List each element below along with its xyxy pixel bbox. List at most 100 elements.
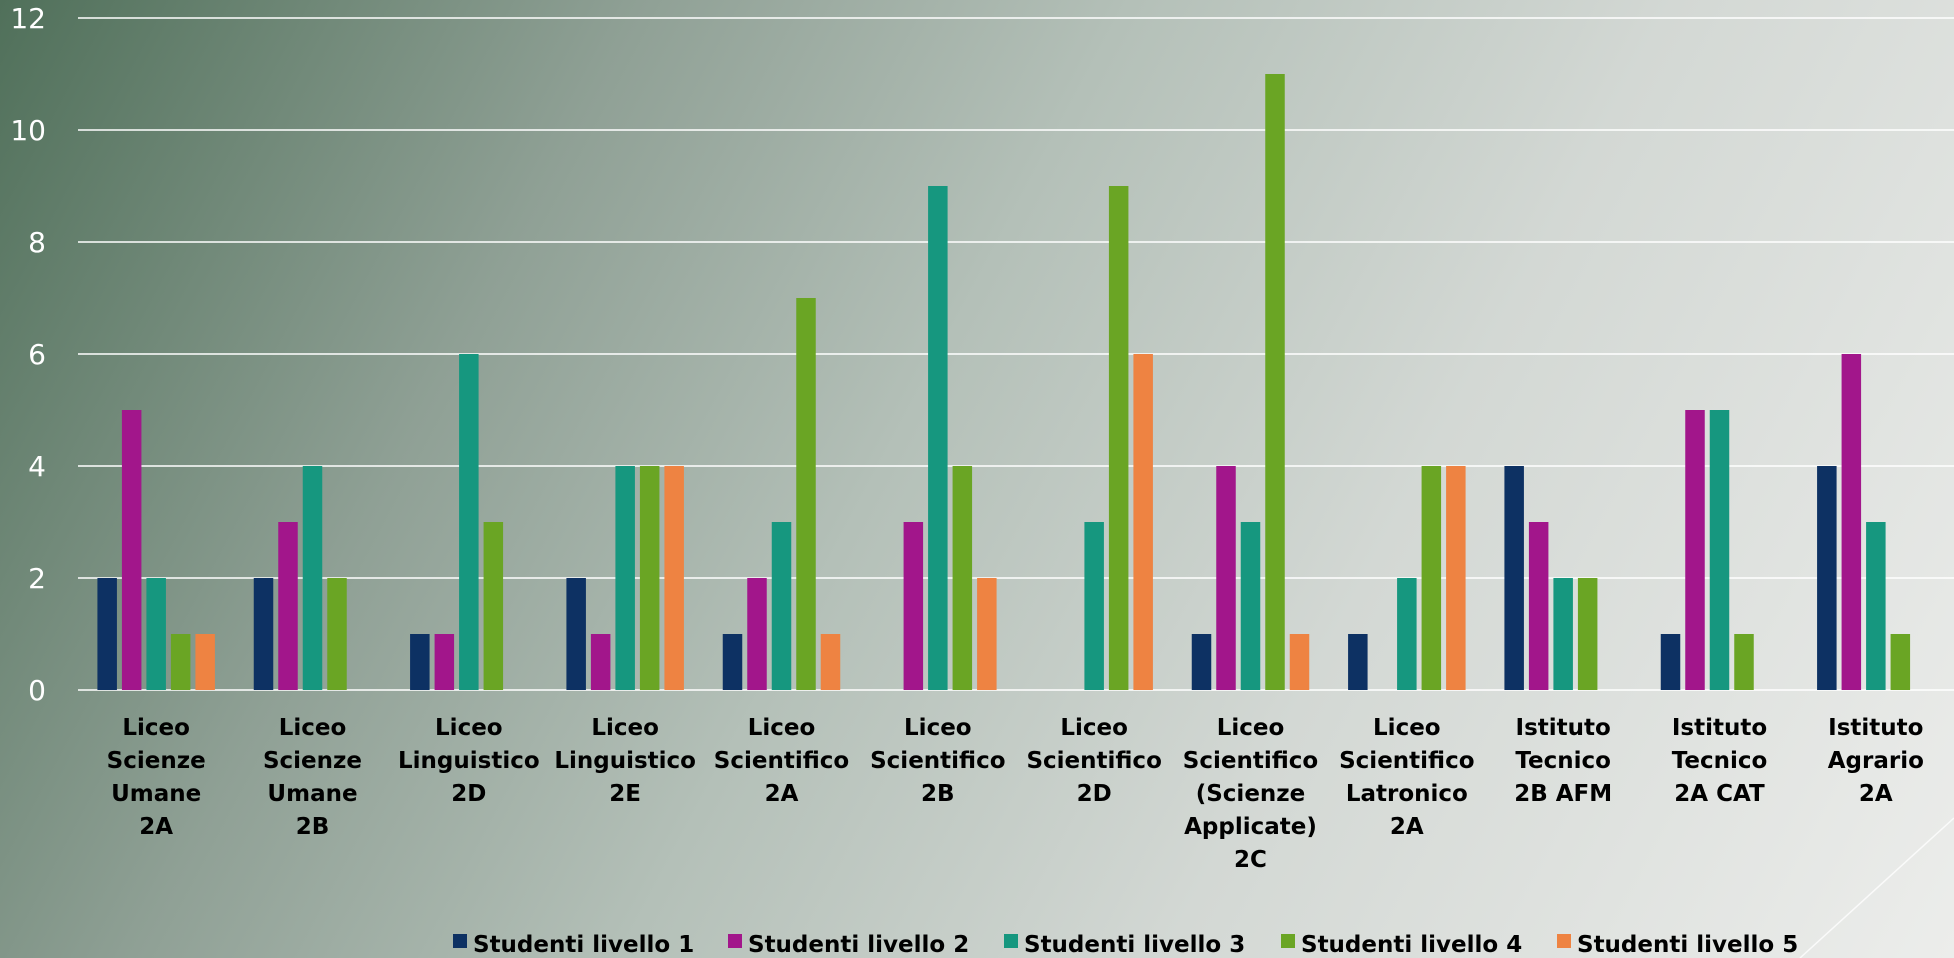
x-tick-label-line: Scienze [263, 748, 362, 774]
legend-item: Studenti livello 3 [1004, 932, 1245, 958]
y-tick-label: 0 [28, 674, 46, 707]
x-tick-label-line: Umane [111, 781, 201, 807]
x-tick-label-line: Tecnico [1515, 748, 1611, 774]
x-tick-label-line: Liceo [1217, 715, 1285, 741]
x-tick-label: Liceo Scientifico 2B [870, 715, 1005, 807]
bar [1866, 522, 1886, 690]
bar [1577, 578, 1598, 690]
bar [1841, 354, 1862, 690]
legend-swatch [1004, 934, 1018, 948]
legend-item: Studenti livello 2 [728, 932, 969, 958]
bar [1685, 410, 1705, 690]
bar [1553, 578, 1573, 690]
x-tick-label-line: Umane [267, 781, 357, 807]
legend-label: Studenti livello 2 [748, 932, 969, 958]
x-tick-label-line: Istituto [1672, 715, 1767, 741]
bar [1528, 522, 1549, 690]
bar [1421, 466, 1442, 690]
bar [1348, 634, 1368, 690]
x-tick-label-line: Liceo [1373, 715, 1441, 741]
bar [1216, 466, 1236, 690]
x-tick-label-line: (Scienze [1196, 781, 1306, 807]
bar [639, 466, 660, 690]
x-tick-label-line: Liceo [904, 715, 972, 741]
y-tick-label: 10 [10, 114, 46, 147]
decorative-corner-line [1799, 817, 1954, 958]
x-tick-label-line: 2A [1859, 781, 1893, 807]
bar [170, 634, 191, 690]
x-tick-label-line: 2D [451, 781, 486, 807]
bar [903, 522, 924, 690]
x-tick-label-line: 2A CAT [1674, 781, 1765, 807]
x-tick-label: Liceo Scientifico Latronico 2A [1339, 715, 1474, 840]
bar [1265, 74, 1285, 690]
bar [771, 522, 792, 690]
x-tick-label-line: Scientifico [870, 748, 1005, 774]
x-tick-label-line: Liceo [591, 715, 659, 741]
bar [566, 578, 586, 690]
x-tick-label-line: 2A [765, 781, 799, 807]
bar [302, 466, 323, 690]
x-tick-label-line: Scientifico [1339, 748, 1474, 774]
bars [97, 74, 1911, 690]
bar [747, 578, 767, 690]
legend-label: Studenti livello 3 [1024, 932, 1245, 958]
legend-label: Studenti livello 4 [1301, 932, 1522, 958]
legend-swatch [1557, 934, 1571, 948]
x-tick-label-line: Scientifico [714, 748, 849, 774]
x-tick-label: Liceo Scientifico (Scienze Applicate) 2C [1183, 715, 1318, 873]
bar [146, 578, 166, 690]
y-tick-label: 12 [10, 2, 46, 35]
bar [1817, 466, 1837, 690]
bar [410, 634, 430, 690]
bar [615, 466, 635, 690]
x-tick-label-line: Applicate) [1184, 814, 1317, 840]
bar [1240, 522, 1261, 690]
x-tick-label-line: 2B [921, 781, 955, 807]
x-tick-label: Liceo Scienze Umane 2B [263, 715, 362, 840]
y-tick-label: 6 [28, 338, 46, 371]
bar [1191, 634, 1212, 690]
bar [121, 410, 142, 690]
bar [97, 578, 117, 690]
x-tick-label-line: Liceo [435, 715, 503, 741]
x-tick-label-line: 2A [139, 814, 173, 840]
legend-label: Studenti livello 5 [1577, 932, 1798, 958]
bar [1289, 634, 1310, 690]
x-tick-label: Istituto Agrario 2A [1828, 715, 1924, 807]
bar [1709, 410, 1730, 690]
bar [1446, 466, 1466, 690]
legend-item: Studenti livello 1 [453, 932, 694, 958]
bar [664, 466, 684, 690]
x-tick-label: Liceo Scientifico 2A [714, 715, 849, 807]
x-tick-label-line: Scientifico [1183, 748, 1318, 774]
x-tick-label-line: 2B AFM [1514, 781, 1612, 807]
y-axis-ticks: 0 2 4 6 8 10 12 [10, 2, 46, 707]
x-tick-label-line: 2C [1234, 847, 1267, 873]
gridlines [78, 17, 1954, 691]
x-tick-label-line: Liceo [279, 715, 347, 741]
x-tick-label-line: Scientifico [1026, 748, 1161, 774]
x-tick-label-line: Agrario [1828, 748, 1924, 774]
x-tick-label: Liceo Scienze Umane 2A [107, 715, 206, 840]
bar [1660, 634, 1681, 690]
y-tick-label: 2 [28, 562, 46, 595]
bar [459, 354, 479, 690]
bar [1890, 634, 1911, 690]
x-tick-label: Liceo Linguistico 2E [554, 715, 696, 807]
legend-swatch [1281, 934, 1295, 948]
x-tick-label-line: Linguistico [398, 748, 540, 774]
bar [1734, 634, 1754, 690]
legend-swatch [728, 934, 742, 948]
bar [977, 578, 997, 690]
x-tick-label-line: Linguistico [554, 748, 696, 774]
x-tick-label-line: Liceo [748, 715, 816, 741]
bar [952, 466, 973, 690]
x-tick-label-line: 2B [296, 814, 330, 840]
bar [278, 522, 298, 690]
legend-label: Studenti livello 1 [473, 932, 694, 958]
legend: Studenti livello 1 Studenti livello 2 Stud… [453, 932, 1798, 958]
x-tick-label-line: Scienze [107, 748, 206, 774]
bar [1108, 186, 1129, 690]
